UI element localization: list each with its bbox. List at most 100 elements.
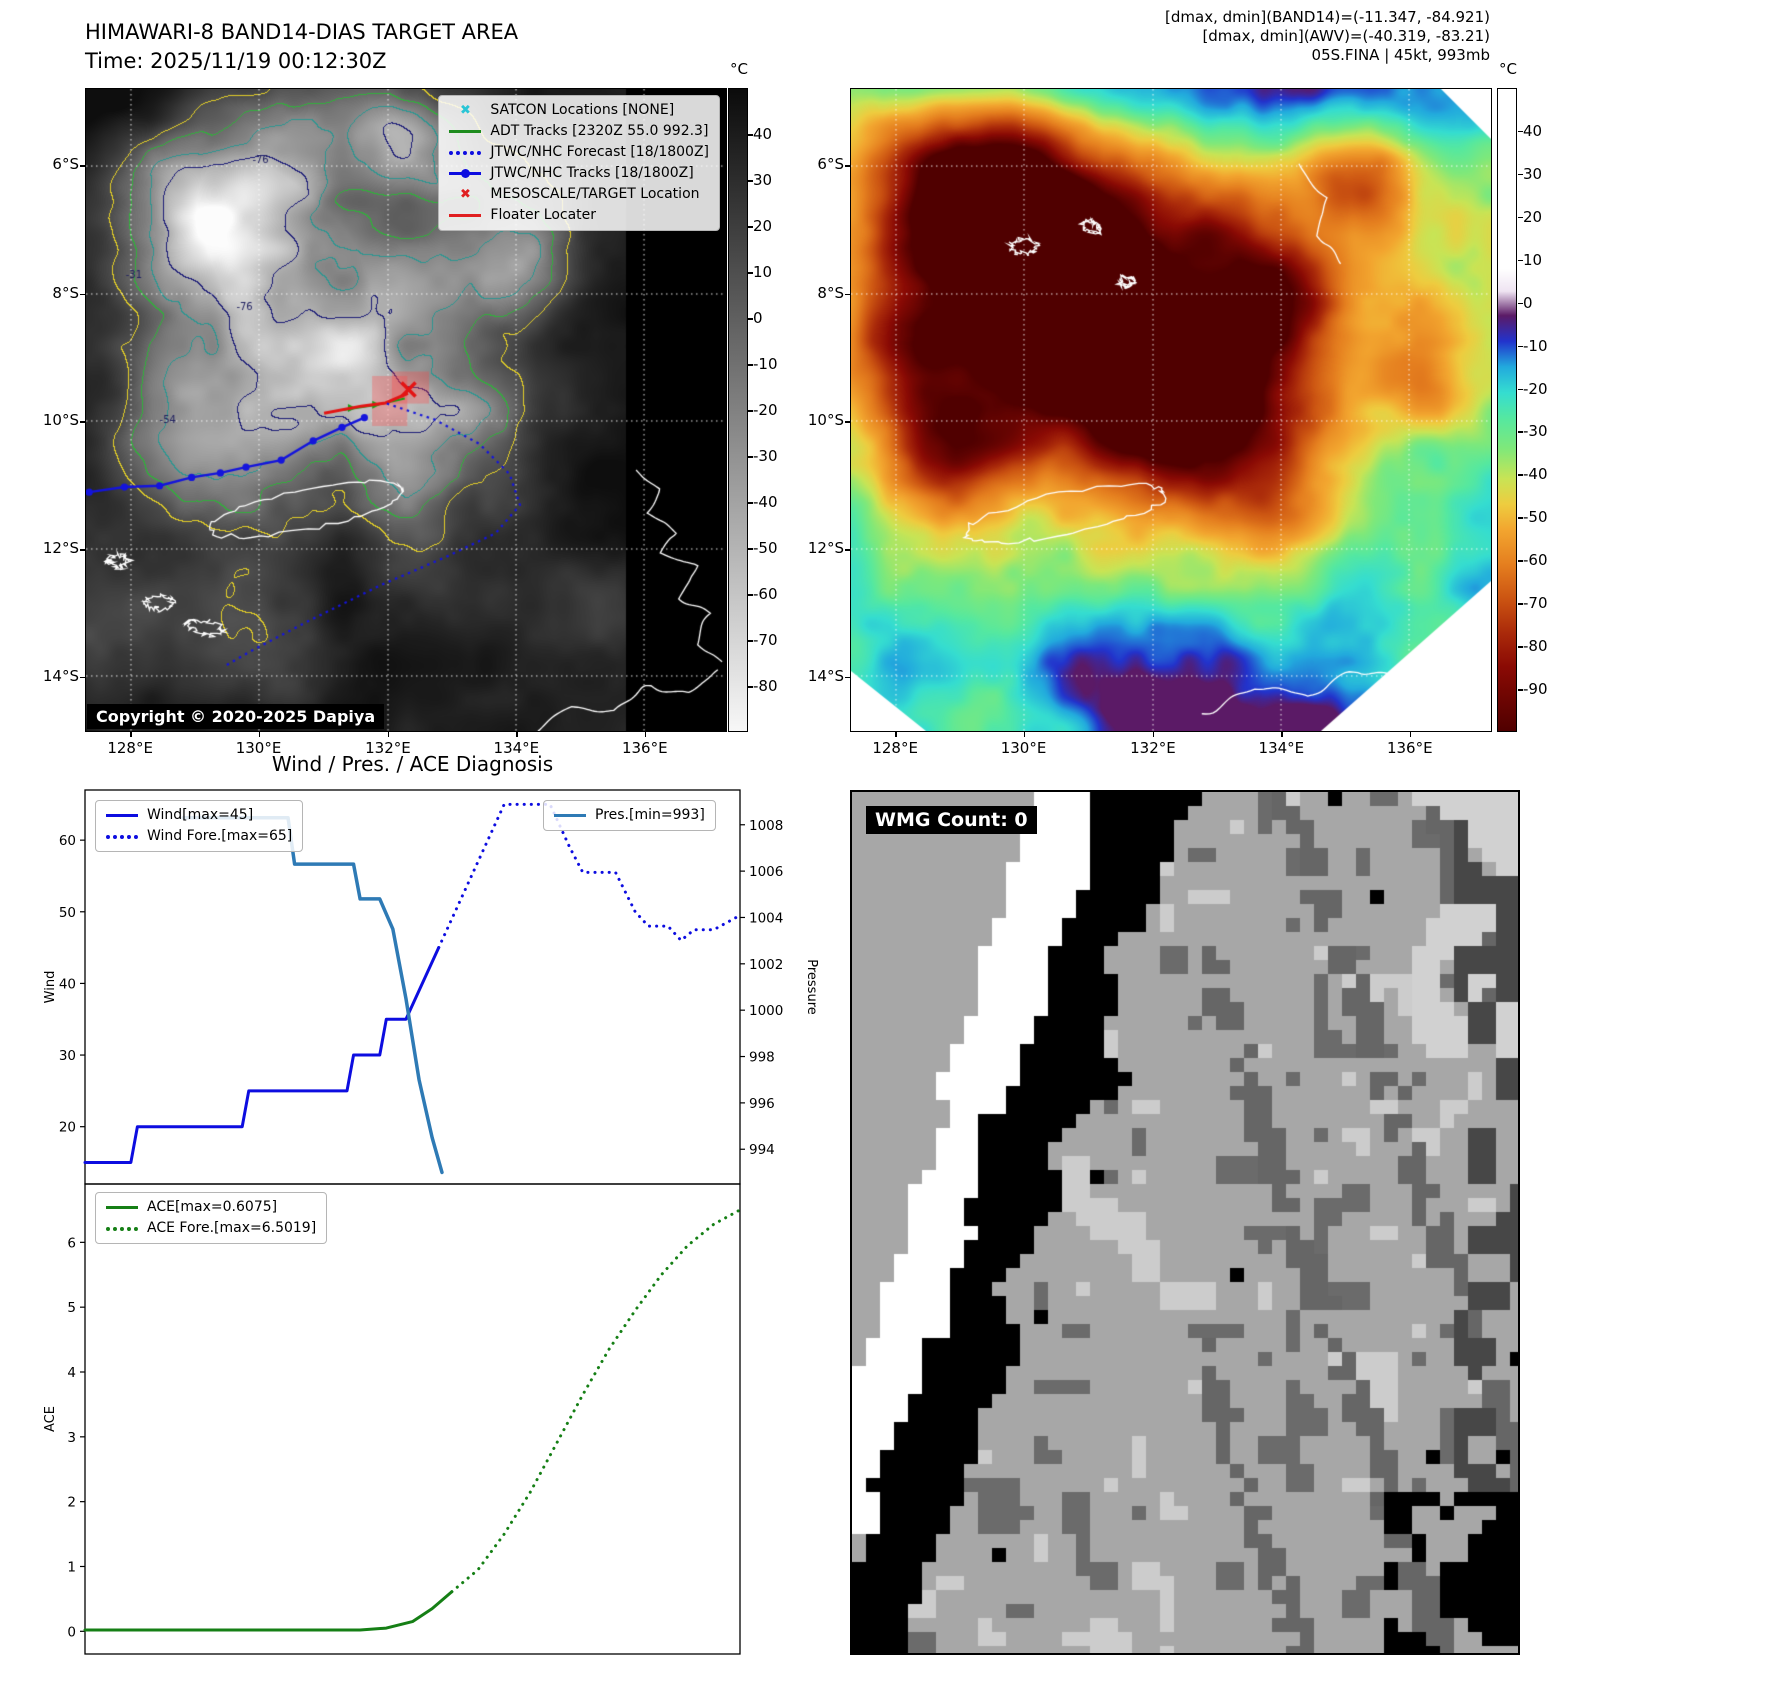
pressure-legend: Pres.[min=993] (543, 800, 716, 831)
band14-lon-tick-label: 130°E (235, 739, 282, 757)
awv-colorbar-tick-label: 10 (1523, 250, 1543, 269)
band14-colorbar-tick-label: 0 (753, 309, 763, 327)
awv-colorbar (1497, 88, 1517, 732)
band14-colorbar-tick-label: -40 (753, 493, 778, 511)
svg-text:60: 60 (59, 833, 76, 849)
awv-colorbar-tick-label: -60 (1523, 551, 1548, 570)
awv-lat-tick-mark (845, 676, 850, 679)
band14-colorbar-tick-mark (748, 134, 753, 136)
awv-lat-tick-label: 8°S (817, 283, 844, 302)
awv-satellite-canvas (851, 89, 1491, 731)
band14-lon-tick-mark (644, 732, 647, 737)
awv-colorbar-tick-mark (1518, 431, 1523, 433)
band14-colorbar-tick-label: 10 (753, 263, 773, 281)
band14-lat-tick-mark (80, 293, 85, 296)
awv-colorbar-tick-label: -30 (1523, 422, 1548, 441)
svg-text:3: 3 (67, 1430, 76, 1446)
ace-legend: ACE[max=0.6075] ACE Fore.[max=6.5019] (95, 1192, 328, 1244)
awv-colorbar-tick-label: 0 (1523, 293, 1533, 312)
legend-label: JTWC/NHC Forecast [18/1800Z] (490, 144, 709, 160)
line-marker-icon (554, 814, 586, 817)
band14-colorbar-tick-label: -20 (753, 401, 778, 419)
awv-colorbar-unit: °C (1499, 60, 1517, 78)
band14-lon-tick-label: 132°E (365, 739, 411, 757)
svg-text:30: 30 (59, 1048, 76, 1064)
band14-lon-tick-mark (130, 732, 132, 737)
band14-colorbar-tick-label: -10 (753, 355, 778, 373)
awv-lat-tick-label: 12°S (807, 539, 844, 558)
awv-lat-tick-mark (845, 293, 850, 296)
awv-colorbar-tick-label: -40 (1523, 465, 1548, 484)
svg-text:1008: 1008 (749, 818, 783, 834)
svg-text:1000: 1000 (749, 1003, 783, 1019)
legend-item: JTWC/NHC Forecast [18/1800Z] (449, 144, 709, 161)
band14-lon-tick-label: 134°E (493, 739, 540, 757)
band14-lat-tick-label: 6°S (52, 155, 79, 174)
legend-item: Wind[max=45] (106, 807, 292, 824)
awv-lon-tick-label: 128°E (872, 739, 918, 757)
awv-colorbar-tick-mark (1518, 345, 1523, 348)
svg-text:1004: 1004 (749, 910, 783, 926)
awv-colorbar-tick-mark (1518, 646, 1523, 648)
band14-colorbar-tick-mark (748, 548, 753, 550)
legend-label: ACE[max=0.6075] (147, 1199, 278, 1215)
band14-lat-tick-label: 10°S (42, 411, 79, 429)
band14-legend: ✖ SATCON Locations [NONE] ADT Tracks [2320… (438, 95, 720, 231)
diagnosis-title: Wind / Pres. / ACE Diagnosis (271, 752, 554, 776)
legend-label: MESOSCALE/TARGET Location (490, 186, 700, 202)
band14-title: HIMAWARI-8 BAND14-DIAS TARGET AREA (85, 20, 519, 44)
storm-id-intensity-text: 05S.FINA | 45kt, 993mb (1311, 46, 1490, 64)
band14-lon-tick-mark (258, 732, 261, 737)
diagnosis-charts: 203040506099499699810001002100410061008W… (43, 789, 819, 1655)
awv-colorbar-tick-label: 20 (1523, 207, 1543, 226)
wind-legend: Wind[max=45] Wind Fore.[max=65] (95, 800, 304, 852)
legend-label: Pres.[min=993] (595, 807, 705, 823)
legend-item: JTWC/NHC Tracks [18/1800Z] (449, 165, 709, 182)
band14-colorbar-tick-mark (748, 594, 753, 596)
dotted-line-marker-icon (106, 1226, 138, 1231)
wmg-count-label: WMG Count: 0 (866, 806, 1037, 834)
awv-lon-tick-label: 136°E (1386, 739, 1433, 757)
svg-text:50: 50 (59, 905, 76, 921)
x-marker-icon: ✖ (459, 102, 471, 118)
awv-lat-tick-mark (845, 549, 850, 551)
line-marker-icon (106, 814, 138, 817)
legend-label: SATCON Locations [NONE] (490, 102, 675, 118)
wmg-mosaic-canvas (852, 792, 1518, 1653)
awv-lon-tick-label: 130°E (1000, 739, 1047, 757)
band14-colorbar-tick-label: -30 (753, 447, 778, 465)
band14-colorbar-tick-mark (748, 272, 753, 274)
awv-colorbar-tick-label: -70 (1523, 594, 1548, 613)
band14-colorbar-tick-mark (748, 456, 753, 458)
band14-lat-tick-mark (80, 549, 85, 551)
legend-label: ACE Fore.[max=6.5019] (147, 1220, 317, 1236)
band14-colorbar-tick-label: -80 (753, 677, 778, 695)
awv-colorbar-tick-mark (1518, 216, 1523, 219)
band14-colorbar (728, 88, 748, 732)
wmg-panel: WMG Count: 0 (850, 790, 1520, 1655)
svg-text:40: 40 (59, 976, 76, 992)
awv-lon-tick-label: 132°E (1130, 739, 1176, 757)
band14-colorbar-tick-mark (748, 502, 753, 504)
band14-colorbar-tick-mark (748, 226, 753, 228)
awv-colorbar-tick-mark (1518, 560, 1523, 562)
band14-lon-tick-mark (387, 732, 390, 737)
awv-colorbar-tick-label: -90 (1523, 680, 1548, 699)
line-marker-icon (106, 1206, 138, 1209)
legend-item: ACE[max=0.6075] (106, 1199, 316, 1216)
band14-lon-tick-label: 128°E (107, 739, 153, 757)
awv-map (850, 88, 1492, 732)
svg-text:5: 5 (67, 1300, 76, 1316)
awv-lat-tick-mark (845, 421, 850, 423)
awv-colorbar-tick-mark (1518, 603, 1523, 605)
band14-colorbar-tick-label: 30 (753, 171, 773, 189)
band14-colorbar-tick-mark (748, 318, 753, 320)
band14-lat-tick-mark (80, 165, 85, 167)
legend-label: ADT Tracks [2320Z 55.0 992.3] (490, 123, 709, 139)
legend-label: JTWC/NHC Tracks [18/1800Z] (490, 165, 694, 181)
dmax-dmin-awv-text: [dmax, dmin](AWV)=(-40.319, -83.21) (1202, 27, 1490, 45)
band14-map: ✖ SATCON Locations [NONE] ADT Tracks [2320… (85, 88, 727, 732)
legend-item: ADT Tracks [2320Z 55.0 992.3] (449, 123, 709, 140)
awv-lon-tick-mark (1409, 732, 1412, 737)
